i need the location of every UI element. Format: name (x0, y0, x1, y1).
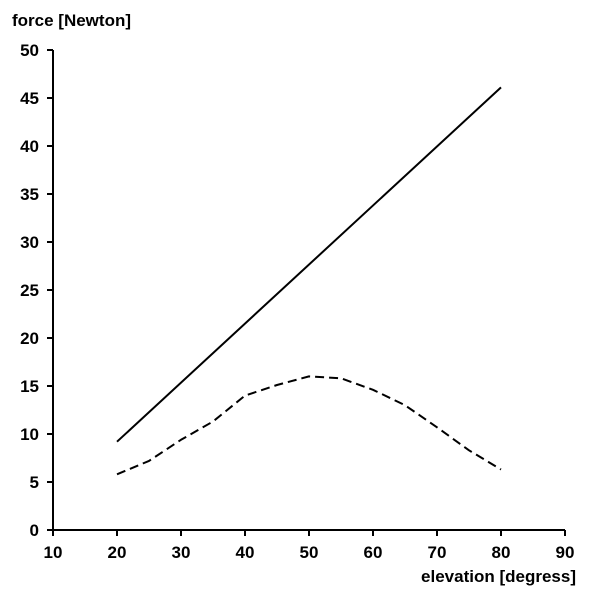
y-tick-label: 45 (20, 89, 39, 108)
x-tick-labels: 10 20 30 40 50 60 70 80 90 (44, 530, 575, 562)
y-axis-title: force [Newton] (12, 11, 131, 30)
solid-series-line (116, 86, 502, 443)
y-tick-label: 30 (20, 233, 39, 252)
y-tick-label: 10 (20, 425, 39, 444)
y-tick-label: 0 (30, 521, 39, 540)
y-tick-label: 20 (20, 329, 39, 348)
y-tick-label: 35 (20, 185, 39, 204)
axes-layer (52, 50, 565, 531)
x-tick-label: 10 (44, 543, 63, 562)
dashed-series-line (116, 375, 502, 476)
x-tick-label: 60 (364, 543, 383, 562)
y-tick-label: 5 (30, 473, 39, 492)
y-tick-label: 50 (20, 41, 39, 60)
y-tick-labels: 0 5 10 15 20 25 30 35 40 45 50 (20, 41, 53, 540)
x-tick-label: 30 (172, 543, 191, 562)
y-tick-label: 40 (20, 137, 39, 156)
y-tick-label: 25 (20, 281, 39, 300)
y-tick-label: 15 (20, 377, 39, 396)
x-tick-label: 40 (236, 543, 255, 562)
x-tick-label: 20 (108, 543, 127, 562)
series-layer (116, 86, 502, 476)
x-tick-label: 90 (556, 543, 575, 562)
x-tick-label: 50 (300, 543, 319, 562)
x-axis-title: elevation [degress] (421, 567, 576, 586)
x-tick-label: 70 (428, 543, 447, 562)
x-tick-label: 80 (492, 543, 511, 562)
